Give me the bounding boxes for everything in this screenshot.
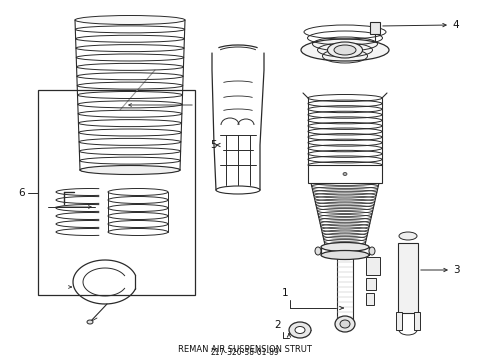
Bar	[366, 293, 374, 305]
Ellipse shape	[321, 243, 369, 252]
Bar	[308, 165, 382, 183]
Ellipse shape	[334, 45, 356, 55]
Ellipse shape	[343, 172, 347, 176]
Text: 6: 6	[19, 188, 25, 198]
Ellipse shape	[369, 247, 375, 255]
Ellipse shape	[289, 322, 311, 338]
Text: 3: 3	[453, 265, 460, 275]
Bar	[370, 22, 380, 34]
Bar	[414, 312, 420, 330]
Ellipse shape	[399, 232, 417, 240]
Ellipse shape	[75, 15, 185, 24]
Text: 1: 1	[282, 288, 288, 298]
Text: 4: 4	[452, 20, 459, 30]
Ellipse shape	[295, 327, 305, 333]
Text: 2: 2	[275, 320, 281, 330]
Bar	[396, 312, 402, 330]
Ellipse shape	[335, 316, 355, 332]
Ellipse shape	[340, 320, 350, 328]
Ellipse shape	[87, 320, 93, 324]
Bar	[398, 243, 418, 313]
Ellipse shape	[315, 247, 321, 255]
Ellipse shape	[301, 39, 389, 61]
Ellipse shape	[80, 166, 180, 175]
Bar	[366, 278, 376, 290]
Text: 5: 5	[210, 140, 217, 150]
Text: REMAN AIR SUSPENSION STRUT: REMAN AIR SUSPENSION STRUT	[178, 346, 312, 355]
Bar	[38, 90, 195, 295]
Text: 217-320-38-01-89: 217-320-38-01-89	[211, 348, 279, 357]
Bar	[366, 257, 380, 275]
Ellipse shape	[327, 42, 363, 58]
Ellipse shape	[321, 251, 369, 260]
